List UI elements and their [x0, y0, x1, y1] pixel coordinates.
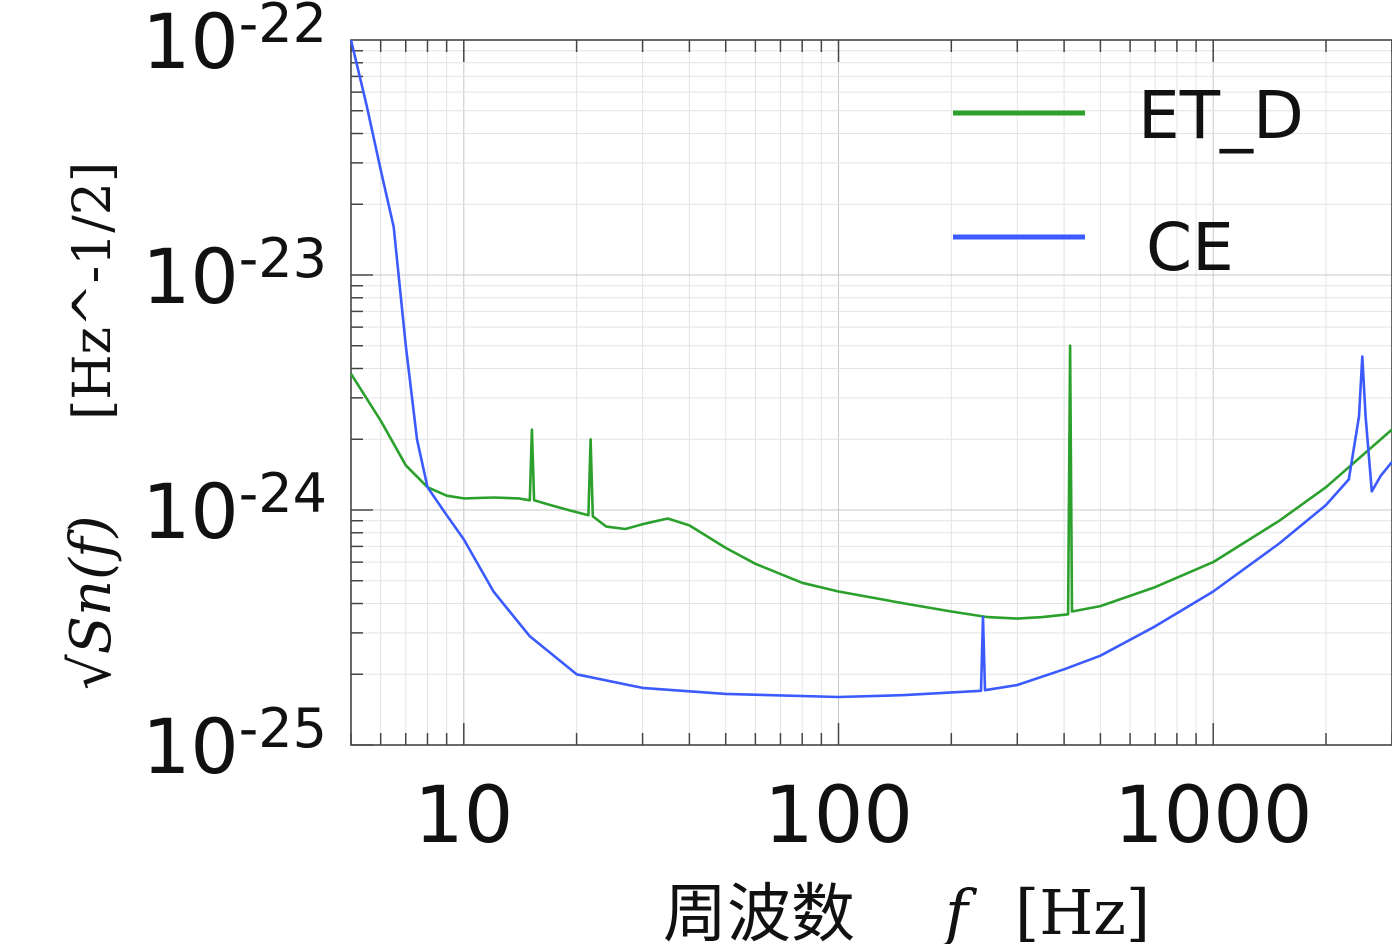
x-tick-label: 1000	[1114, 771, 1313, 861]
y-tick-label: 10-24	[142, 462, 327, 556]
series-line-et-d	[349, 344, 1392, 620]
x-axis-label: 周波数 f [Hz]	[663, 876, 1150, 944]
x-axis-label-var: f	[941, 876, 978, 944]
plot-frame	[350, 39, 1392, 746]
x-axis-label-prefix: 周波数	[663, 878, 855, 944]
y-axis-label-var: √Sn(f)	[59, 515, 124, 690]
x-tick-label: 10	[414, 771, 513, 861]
y-axis-label-unit: [Hz^-1/2]	[63, 162, 123, 420]
series-lines	[349, 39, 1392, 699]
y-tick-label: 10-23	[142, 227, 327, 321]
y-tick-label: 10-25	[142, 697, 327, 791]
x-tick-labels: 10 100 1000	[414, 771, 1312, 861]
x-tick-label: 100	[764, 771, 913, 861]
axis-ticks	[350, 40, 1392, 746]
x-axis-label-unit: [Hz]	[1015, 876, 1150, 944]
legend-label-et-d: ET_D	[1138, 77, 1304, 154]
series-line-ce	[349, 39, 1392, 699]
grid-lines	[350, 40, 1392, 746]
y-axis-label: √Sn(f) [Hz^-1/2]	[59, 162, 124, 690]
y-tick-labels: 10-22 10-23 10-24 10-25	[142, 0, 327, 791]
legend-label-ce: CE	[1146, 209, 1234, 286]
y-tick-label: 10-22	[142, 0, 327, 86]
legend: ET_D CE	[953, 77, 1304, 286]
